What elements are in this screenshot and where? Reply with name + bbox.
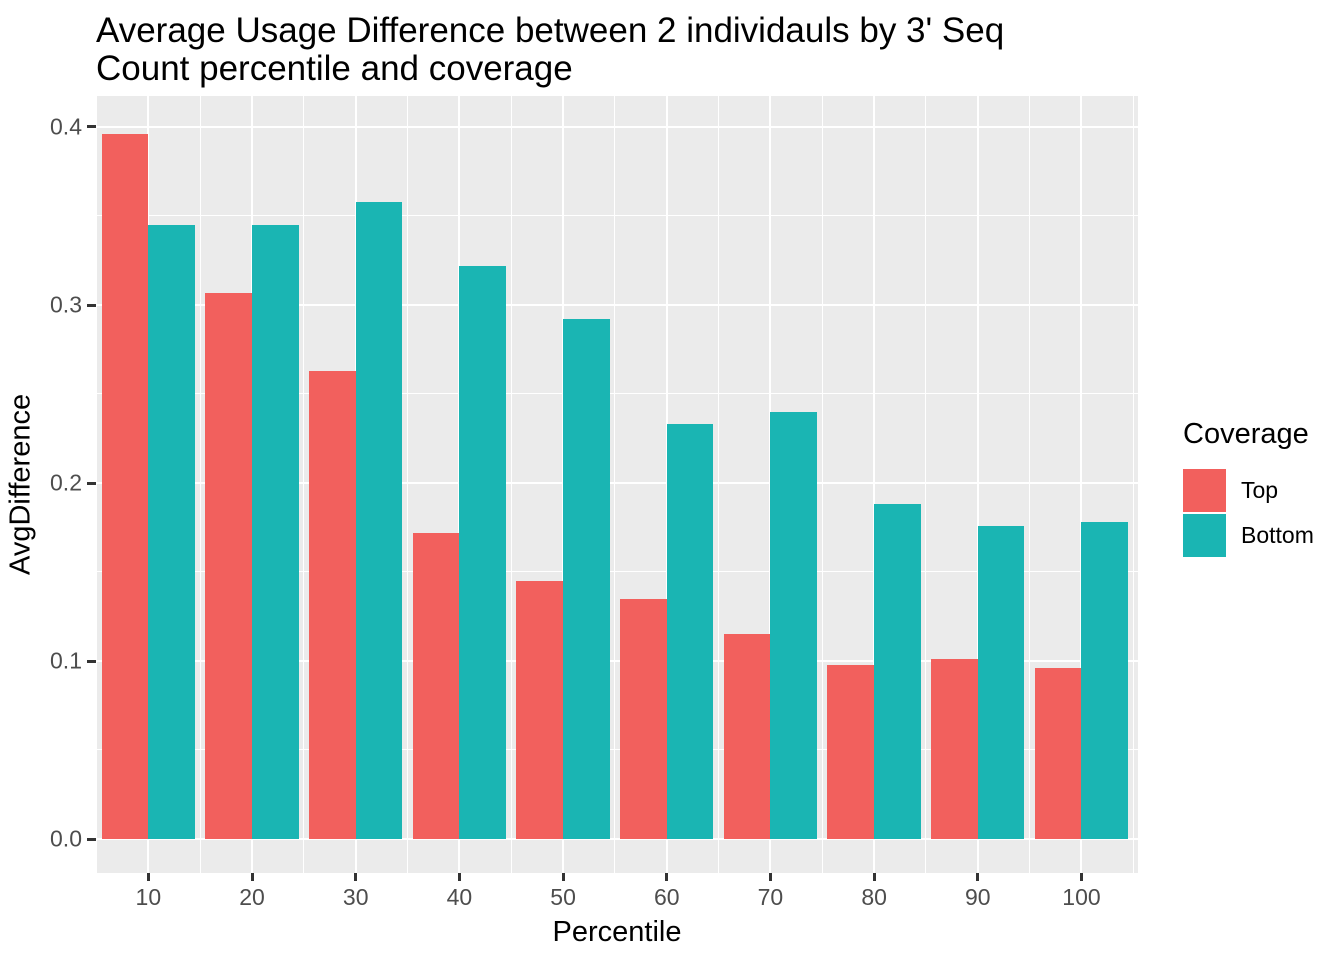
bar-top-20 — [205, 292, 253, 840]
minor-gridline-v — [614, 96, 616, 873]
y-tick-mark — [87, 837, 96, 841]
bar-bottom-20 — [252, 224, 299, 840]
chart-title-line-2: Count percentile and coverage — [96, 49, 573, 88]
x-axis-title: Percentile — [552, 916, 682, 948]
major-gridline-h — [96, 125, 1138, 128]
legend: Coverage Top Bottom — [1183, 418, 1314, 559]
bar-bottom-100 — [1081, 522, 1129, 840]
x-tick-mark — [665, 873, 669, 881]
minor-gridline-v — [199, 96, 201, 873]
legend-swatch-top — [1183, 469, 1226, 512]
bar-bottom-30 — [355, 201, 403, 840]
x-tick-mark — [872, 873, 876, 881]
major-gridline-v — [976, 96, 979, 873]
x-tick-mark — [146, 873, 150, 881]
y-tick-label: 0.2 — [50, 469, 82, 496]
bar-top-70 — [723, 634, 771, 840]
major-gridline-v — [873, 96, 876, 873]
y-tick-label: 0.1 — [50, 647, 82, 674]
chart-title: Average Usage Difference between 2 indiv… — [96, 12, 1004, 88]
x-tick-label: 30 — [342, 884, 369, 910]
major-gridline-v — [1080, 96, 1083, 873]
minor-gridline-v — [510, 96, 512, 873]
major-gridline-h — [96, 838, 1138, 841]
x-tick-mark — [768, 873, 772, 881]
x-tick-label: 70 — [757, 884, 784, 910]
minor-gridline-v — [1132, 96, 1134, 873]
x-tick-label: 80 — [861, 884, 887, 910]
minor-gridline-h — [96, 393, 1138, 395]
x-tick-label: 40 — [446, 884, 473, 910]
major-gridline-h — [96, 660, 1138, 663]
minor-gridline-h — [96, 749, 1138, 751]
bar-bottom-60 — [666, 424, 714, 840]
y-tick-label: 0.3 — [50, 291, 82, 318]
y-tick-mark — [87, 303, 96, 307]
y-tick-mark — [87, 659, 96, 663]
legend-entry-bottom: Bottom — [1183, 514, 1314, 557]
chart-title-line-1: Average Usage Difference between 2 indiv… — [96, 11, 1005, 50]
y-tick-label: 0.0 — [50, 825, 82, 852]
bar-bottom-10 — [148, 224, 195, 840]
bar-bottom-50 — [563, 319, 610, 840]
bar-top-90 — [931, 659, 978, 840]
legend-swatch-bottom — [1183, 514, 1226, 557]
minor-gridline-h — [96, 215, 1138, 217]
x-tick-mark — [1079, 873, 1083, 881]
bar-top-80 — [827, 664, 875, 840]
minor-gridline-v — [821, 96, 823, 873]
legend-title: Coverage — [1183, 418, 1309, 450]
minor-gridline-v — [925, 96, 927, 873]
bar-bottom-40 — [459, 265, 507, 840]
bar-top-40 — [412, 532, 460, 840]
legend-entry-top: Top — [1183, 469, 1314, 512]
y-tick-label: 0.4 — [50, 113, 82, 140]
x-tick-mark — [354, 873, 358, 881]
y-tick-mark — [87, 125, 96, 129]
minor-gridline-v — [1029, 96, 1031, 873]
x-tick-mark — [250, 873, 254, 881]
minor-gridline-v — [407, 96, 409, 873]
minor-gridline-v — [718, 96, 720, 873]
bar-bottom-80 — [874, 504, 921, 840]
x-tick-label: 10 — [135, 884, 162, 910]
bar-bottom-90 — [977, 525, 1025, 840]
bar-top-60 — [620, 598, 667, 840]
minor-gridline-v — [303, 96, 305, 873]
x-tick-mark — [976, 873, 980, 881]
x-tick-label: 100 — [1062, 884, 1101, 910]
minor-gridline-h — [96, 571, 1138, 573]
y-tick-mark — [87, 481, 96, 485]
major-gridline-h — [96, 304, 1138, 307]
x-tick-label: 60 — [653, 884, 680, 910]
x-tick-mark — [457, 873, 461, 881]
x-tick-label: 90 — [965, 884, 991, 910]
bar-top-50 — [516, 581, 564, 840]
minor-gridline-v — [96, 96, 98, 873]
bar-top-100 — [1034, 668, 1082, 840]
x-tick-mark — [561, 873, 565, 881]
plot-panel — [96, 96, 1138, 873]
x-tick-label: 20 — [239, 884, 265, 910]
legend-label-top: Top — [1241, 477, 1279, 503]
bar-bottom-70 — [770, 411, 818, 840]
bar-top-30 — [309, 370, 356, 840]
legend-label-bottom: Bottom — [1241, 522, 1314, 548]
x-tick-label: 50 — [550, 884, 576, 910]
bar-top-10 — [101, 134, 149, 840]
major-gridline-h — [96, 482, 1138, 485]
